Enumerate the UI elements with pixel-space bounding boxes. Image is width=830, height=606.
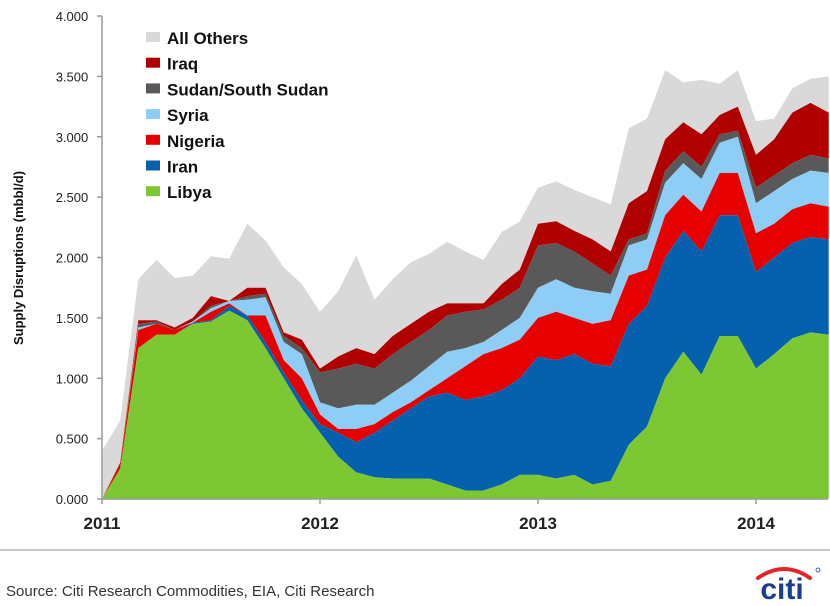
area-sudan-south-sudan [102,130,829,499]
y-tick-label: 1.500 [56,311,89,326]
legend-label: Sudan/South Sudan [167,80,329,99]
citi-logo: citi [756,567,821,602]
legend-label: Iraq [167,55,198,74]
legend-swatch [146,109,160,120]
legend-swatch [146,57,160,68]
y-tick-label: 2.500 [56,190,89,205]
x-tick-label: 2012 [301,514,339,533]
x-tick-label: 2013 [519,514,557,533]
legend-label: Libya [167,183,212,202]
legend: All Others Iraq Sudan/South Sudan Syria Nige… [146,29,329,202]
y-tick-label: 3.500 [56,69,89,84]
area-all-others [102,70,829,500]
y-tick-label: 1.000 [56,371,89,386]
legend-swatch [146,83,160,94]
y-tick-label: 0.500 [56,432,89,447]
y-axis-label: Supply Disruptions (mbbl/d) [11,171,26,345]
area-iran [102,215,829,499]
footer-divider [0,549,830,551]
legend-label: Iran [167,158,198,177]
legend-label: All Others [167,29,248,48]
x-axis-ticks: 2011 2012 2013 2014 [84,499,775,533]
legend-swatch [146,32,160,42]
x-tick-label: 2014 [737,514,775,533]
area-libya [102,310,829,499]
stacked-area-chart: 0.000 0.500 1.000 1.500 2.000 2.500 3.000 3.500… [11,9,829,533]
area-layers [102,70,829,500]
y-axis-ticks: 0.000 0.500 1.000 1.500 2.000 2.500 3.000 3.500… [56,9,102,507]
y-tick-label: 0.000 [56,492,89,507]
x-tick-label: 2011 [84,514,121,533]
legend-swatch [146,160,160,171]
area-iraq [102,102,829,500]
legend-swatch [146,134,160,145]
legend-label: Nigeria [167,132,225,151]
legend-label: Syria [167,106,209,125]
source-note: Source: Citi Research Commodities, EIA, … [6,583,375,600]
legend-swatch [146,186,160,197]
y-tick-label: 3.000 [56,130,89,145]
y-tick-label: 4.000 [56,9,89,24]
y-tick-label: 2.000 [56,251,89,266]
logo-text: citi [760,573,803,602]
